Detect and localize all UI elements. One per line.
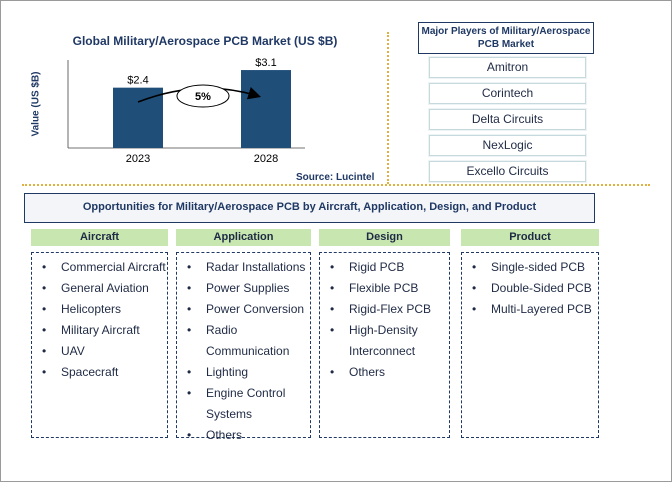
- player-item: Delta Circuits: [429, 109, 586, 130]
- list-item-text: Power Conversion: [206, 302, 305, 316]
- column-box-application: • Radar Installations • Power Supplies • Powe…: [176, 252, 311, 442]
- bullet-icon: •: [187, 428, 192, 442]
- list-item: • Commercial Aircraft: [32, 257, 167, 278]
- list-item: • General Aviation: [32, 278, 167, 299]
- list-item-text: Rigid PCB: [349, 260, 405, 274]
- bullet-icon: •: [187, 386, 192, 400]
- bar-2023: [113, 87, 163, 148]
- list-item: • Double-Sided PCB: [462, 278, 598, 299]
- list-item: • Flexible PCB: [320, 278, 449, 299]
- list-item: • Military Aircraft: [32, 320, 167, 341]
- list-item: • Helicopters: [32, 299, 167, 320]
- list-item: • Rigid-Flex PCB: [320, 299, 449, 320]
- list-item-text: Helicopters: [61, 302, 122, 316]
- list-item: • Power Conversion: [177, 299, 310, 320]
- column-header-aircraft: Aircraft: [31, 229, 168, 246]
- list-item: • UAV: [32, 341, 167, 362]
- list-item: • Engine Control Systems: [177, 383, 310, 425]
- bullet-icon: •: [42, 260, 47, 274]
- column-box-aircraft: • Commercial Aircraft • General Aviation • He…: [31, 252, 168, 438]
- bar-value-label: $3.1: [255, 58, 276, 69]
- list-item: • Multi-Layered PCB: [462, 299, 598, 320]
- bullet-icon: •: [472, 281, 477, 295]
- list-item-text: UAV: [61, 344, 85, 358]
- players-title: Major Players of Military/Aerospace PCB …: [418, 22, 594, 54]
- list-item-text: Spacecraft: [61, 365, 119, 379]
- list-item-text: Others: [206, 428, 243, 442]
- player-item: Corintech: [429, 83, 586, 104]
- list-item: • Lighting: [177, 362, 310, 383]
- bullet-icon: •: [187, 281, 192, 295]
- vertical-divider: [387, 32, 389, 184]
- bullet-icon: •: [42, 302, 47, 316]
- bullet-icon: •: [187, 323, 192, 337]
- x-tick-label: 2028: [254, 153, 278, 165]
- list-item-text: Engine Control Systems: [206, 386, 286, 421]
- list-item: • Spacecraft: [32, 362, 167, 383]
- bullet-icon: •: [42, 323, 47, 337]
- bar-chart: $2.4 2023 $3.1 2028 5%: [67, 58, 305, 165]
- list-item: • Others: [177, 425, 310, 446]
- bullet-icon: •: [187, 302, 192, 316]
- list-item-text: High-Density Interconnect: [349, 323, 418, 358]
- list-item: • High-Density Interconnect: [320, 320, 449, 362]
- list-item: • Radar Installations: [177, 257, 310, 278]
- cagr-label: 5%: [195, 91, 211, 103]
- list-item-text: Lighting: [206, 365, 249, 379]
- list-item: • Power Supplies: [177, 278, 310, 299]
- y-axis-label: Value (US $B): [30, 71, 42, 137]
- x-tick-label: 2023: [126, 153, 150, 165]
- bullet-icon: •: [42, 281, 47, 295]
- list-item-text: Double-Sided PCB: [491, 281, 592, 295]
- column-header-application: Application: [176, 229, 311, 246]
- list-item-text: Multi-Layered PCB: [491, 302, 592, 316]
- list-item: • Others: [320, 362, 449, 383]
- bullet-icon: •: [42, 344, 47, 358]
- player-item: NexLogic: [429, 135, 586, 156]
- column-header-design: Design: [319, 229, 450, 246]
- list-item-text: Rigid-Flex PCB: [349, 302, 432, 316]
- list-item-text: Single-sided PCB: [491, 260, 586, 274]
- opportunities-title: Opportunities for Military/Aerospace PCB…: [24, 193, 595, 223]
- player-item: Excello Circuits: [429, 161, 586, 182]
- source-note: Source: Lucintel: [296, 172, 375, 183]
- list-item-text: General Aviation: [61, 281, 149, 295]
- player-item: Amitron: [429, 57, 586, 78]
- list-item-text: Flexible PCB: [349, 281, 419, 295]
- column-header-product: Product: [461, 229, 599, 246]
- bullet-icon: •: [330, 323, 335, 337]
- chart-title: Global Military/Aerospace PCB Market (US…: [72, 34, 338, 48]
- column-box-design: • Rigid PCB • Flexible PCB • Rigid-Flex PCB • H…: [319, 252, 450, 438]
- list-item-text: Radar Installations: [206, 260, 306, 274]
- horizontal-divider: [22, 184, 650, 186]
- bullet-icon: •: [187, 365, 192, 379]
- list-item-text: Power Supplies: [206, 281, 290, 295]
- bullet-icon: •: [472, 260, 477, 274]
- bullet-icon: •: [330, 365, 335, 379]
- bullet-icon: •: [42, 365, 47, 379]
- bullet-icon: •: [472, 302, 477, 316]
- list-item-text: Military Aircraft: [61, 323, 140, 337]
- list-item: • Radio Communication: [177, 320, 310, 362]
- list-item: • Single-sided PCB: [462, 257, 598, 278]
- list-item-text: Radio Communication: [206, 323, 290, 358]
- bullet-icon: •: [187, 260, 192, 274]
- list-item: • Rigid PCB: [320, 257, 449, 278]
- bullet-icon: •: [330, 281, 335, 295]
- list-item-text: Commercial Aircraft: [61, 260, 166, 274]
- bar-2028: [241, 70, 291, 148]
- cagr-ellipse: [176, 84, 230, 108]
- column-box-product: • Single-sided PCB • Double-Sided PCB • Multi…: [461, 252, 599, 438]
- list-item-text: Others: [349, 365, 386, 379]
- bar-value-label: $2.4: [127, 75, 148, 87]
- bullet-icon: •: [330, 260, 335, 274]
- bullet-icon: •: [330, 302, 335, 316]
